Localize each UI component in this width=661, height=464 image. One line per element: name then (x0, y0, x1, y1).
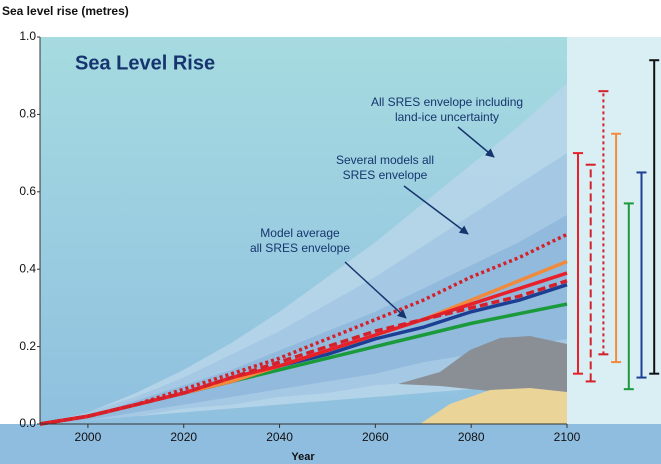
y-tick-label: 1.0 (19, 29, 36, 43)
envelope (40, 215, 567, 424)
y-tick-label: 0.4 (19, 261, 36, 275)
y-axis-label: Sea level rise (metres) (2, 4, 129, 18)
range-panel (567, 37, 661, 424)
axis-strip (0, 424, 661, 464)
annotation: land-ice uncertainty (395, 110, 499, 124)
arrow (344, 261, 407, 319)
y-tick-label: 0.2 (19, 339, 36, 353)
annotation: Several models all (336, 153, 434, 167)
x-tick-label: 2040 (266, 430, 293, 444)
arrow (457, 126, 495, 158)
x-tick-label: 2080 (458, 430, 485, 444)
arrow (403, 185, 469, 235)
x-axis-label: Year (291, 451, 315, 463)
annotation: all SRES envelope (250, 241, 350, 255)
range-bar (649, 59, 660, 375)
y-tick-label: 0.0 (19, 416, 36, 430)
range-bar (623, 202, 634, 391)
annotation: All SRES envelope including (371, 95, 523, 109)
x-tick-label: 2020 (170, 430, 197, 444)
plot (39, 83, 568, 426)
line (39, 279, 568, 426)
range-bar (573, 152, 583, 375)
y-tick-label: 0.6 (19, 184, 36, 198)
chart-title: Sea Level Rise (75, 52, 215, 74)
y-tick-label: 0.8 (19, 107, 36, 121)
x-tick-label: 2060 (362, 430, 389, 444)
x-tick-label: 2100 (554, 430, 581, 444)
beach (420, 388, 567, 424)
annotation: SRES envelope (343, 168, 428, 182)
range-bar (598, 90, 609, 356)
range-bar (636, 171, 647, 379)
range-bar (585, 163, 596, 383)
cliff (398, 336, 567, 400)
range-bar (611, 132, 622, 364)
x-tick-label: 2000 (75, 430, 102, 444)
annotation: Model average (260, 226, 340, 240)
